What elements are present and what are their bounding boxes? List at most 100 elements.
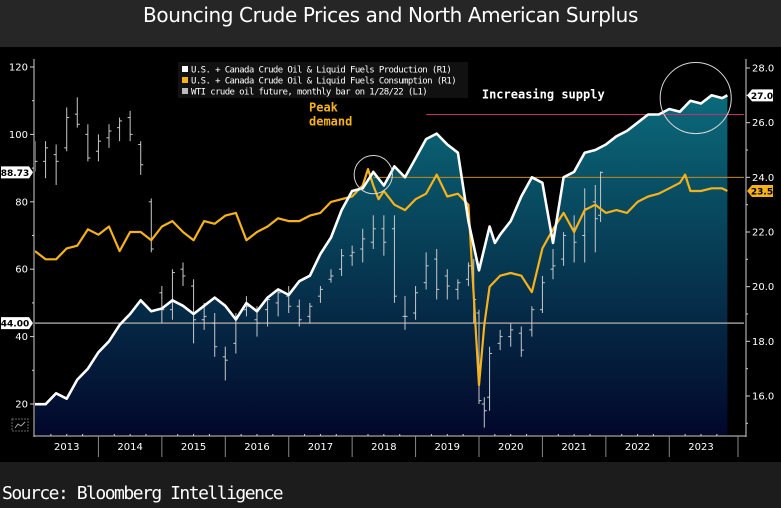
wti-bar	[127, 110, 133, 142]
line-chart-icon	[14, 421, 26, 429]
wti-bar	[529, 306, 535, 337]
wti-bar	[465, 262, 471, 287]
x-tick-label: 2021	[561, 442, 586, 453]
left-tick-label: 40	[15, 332, 28, 343]
wti-bar	[444, 269, 450, 300]
chart-svg: 20 40 60 80 100 120 16.0 18.0 20.0 22.0 24.0 26.0 28…	[1, 59, 774, 457]
wti-bar	[423, 252, 429, 290]
wti-bar	[286, 286, 292, 314]
value-badge-23-5: 23.5	[747, 185, 773, 198]
wti-bar	[360, 228, 366, 263]
wti-bar	[74, 97, 80, 128]
x-tick-label: 2018	[371, 442, 396, 453]
wti-bar	[518, 326, 524, 357]
source-note: Source: Bloomberg Intelligence	[2, 483, 284, 504]
wti-bar	[296, 299, 302, 327]
production-area-fill	[35, 95, 728, 435]
wti-bar	[550, 248, 556, 280]
legend: U.S. + Canada Crude Oil & Liquid Fuels P…	[178, 62, 468, 98]
left-tick-label: 60	[15, 265, 28, 276]
right-tick-label: 28.0	[752, 64, 774, 75]
legend-label-production: U.S. + Canada Crude Oil & Liquid Fuels P…	[191, 66, 451, 76]
wti-bar	[561, 232, 567, 266]
wti-bar	[95, 134, 101, 162]
wti-bar	[497, 329, 503, 351]
wti-bar	[43, 141, 49, 179]
x-tick-label: 2017	[308, 442, 333, 453]
left-tick-label: 20	[15, 400, 28, 411]
wti-bar	[106, 124, 112, 148]
wti-bar	[539, 275, 545, 314]
left-tick-label: 80	[15, 197, 28, 208]
right-tick-label: 24.0	[752, 173, 774, 184]
chart-type-toggle[interactable]	[11, 418, 29, 432]
badge-shape	[1, 166, 33, 179]
annotation-circle	[659, 62, 732, 135]
right-tick-label: 16.0	[752, 392, 774, 403]
x-tick-label: 2020	[498, 442, 523, 453]
badge-shape	[747, 89, 773, 102]
wti-bar	[434, 248, 440, 300]
production-line	[35, 93, 729, 406]
value-badge-44-00: 44.00	[1, 317, 33, 330]
right-tick-label: 26.0	[752, 118, 774, 129]
annotation-text: Peak	[309, 100, 339, 114]
wti-bar	[413, 286, 419, 320]
wti-bar	[487, 346, 493, 411]
wti-bar	[349, 245, 355, 266]
wti-bar	[339, 248, 345, 276]
wti-bar	[402, 296, 408, 330]
wti-bar	[191, 279, 197, 344]
wti-bar	[275, 289, 281, 317]
legend-swatch-production	[182, 66, 188, 72]
annotation-text: Increasing supply	[482, 88, 605, 102]
wti-bar	[117, 117, 123, 142]
badge-shape	[747, 185, 773, 197]
legend-swatch-consumption	[182, 77, 188, 83]
chart-frame: 20 40 60 80 100 120 16.0 18.0 20.0 22.0 24.0 26.0 28…	[0, 47, 781, 462]
wti-bar	[381, 215, 387, 256]
wti-bar	[169, 269, 175, 320]
wti-bar	[598, 171, 604, 223]
x-tick-label: 2023	[688, 442, 713, 453]
wti-bar	[64, 107, 70, 152]
wti-bar	[85, 124, 91, 162]
badge-shape	[1, 317, 33, 330]
wti-bar	[265, 296, 271, 327]
legend-swatch-wti	[182, 88, 188, 94]
wti-bar	[148, 198, 154, 253]
wti-bar	[35, 141, 38, 172]
wti-bar	[592, 184, 598, 253]
x-tick-label: 2013	[54, 442, 79, 453]
wti-bar	[222, 346, 228, 381]
left-tick-label: 100	[9, 130, 28, 141]
legend-label-consumption: U.S. + Canada Crude Oil & Liquid Fuels C…	[191, 77, 456, 87]
x-tick-label: 2015	[181, 442, 206, 453]
legend-label-wti: WTI crude oil future, monthly bar on 1/2…	[191, 88, 427, 98]
wti-bar	[455, 279, 461, 300]
wti-bar	[328, 269, 334, 283]
wti-bar	[508, 323, 514, 347]
right-tick-label: 20.0	[752, 282, 774, 293]
wti-bar	[212, 313, 218, 357]
wti-bar	[476, 309, 482, 404]
wti-bar	[180, 262, 186, 287]
annotation-text: demand	[309, 114, 352, 128]
wti-bar	[138, 141, 144, 175]
wti-bar	[481, 397, 487, 428]
x-tick-label: 2014	[117, 442, 142, 453]
badge-label: 27.0	[751, 92, 773, 102]
right-tick-label: 18.0	[752, 337, 774, 348]
x-tick-label: 2016	[244, 442, 269, 453]
x-tick-label: 2019	[435, 442, 460, 453]
value-badge-27-0: 27.0	[747, 89, 773, 102]
value-badge-88-73: 88.73	[1, 166, 33, 179]
wti-bars	[35, 97, 604, 428]
badge-label: 88.73	[1, 169, 29, 179]
wti-bar	[307, 302, 313, 324]
chart-title: Bouncing Crude Prices and North American…	[0, 0, 781, 47]
production-area	[35, 95, 728, 435]
badge-label: 44.00	[1, 320, 29, 330]
x-tick-label: 2022	[625, 442, 650, 453]
